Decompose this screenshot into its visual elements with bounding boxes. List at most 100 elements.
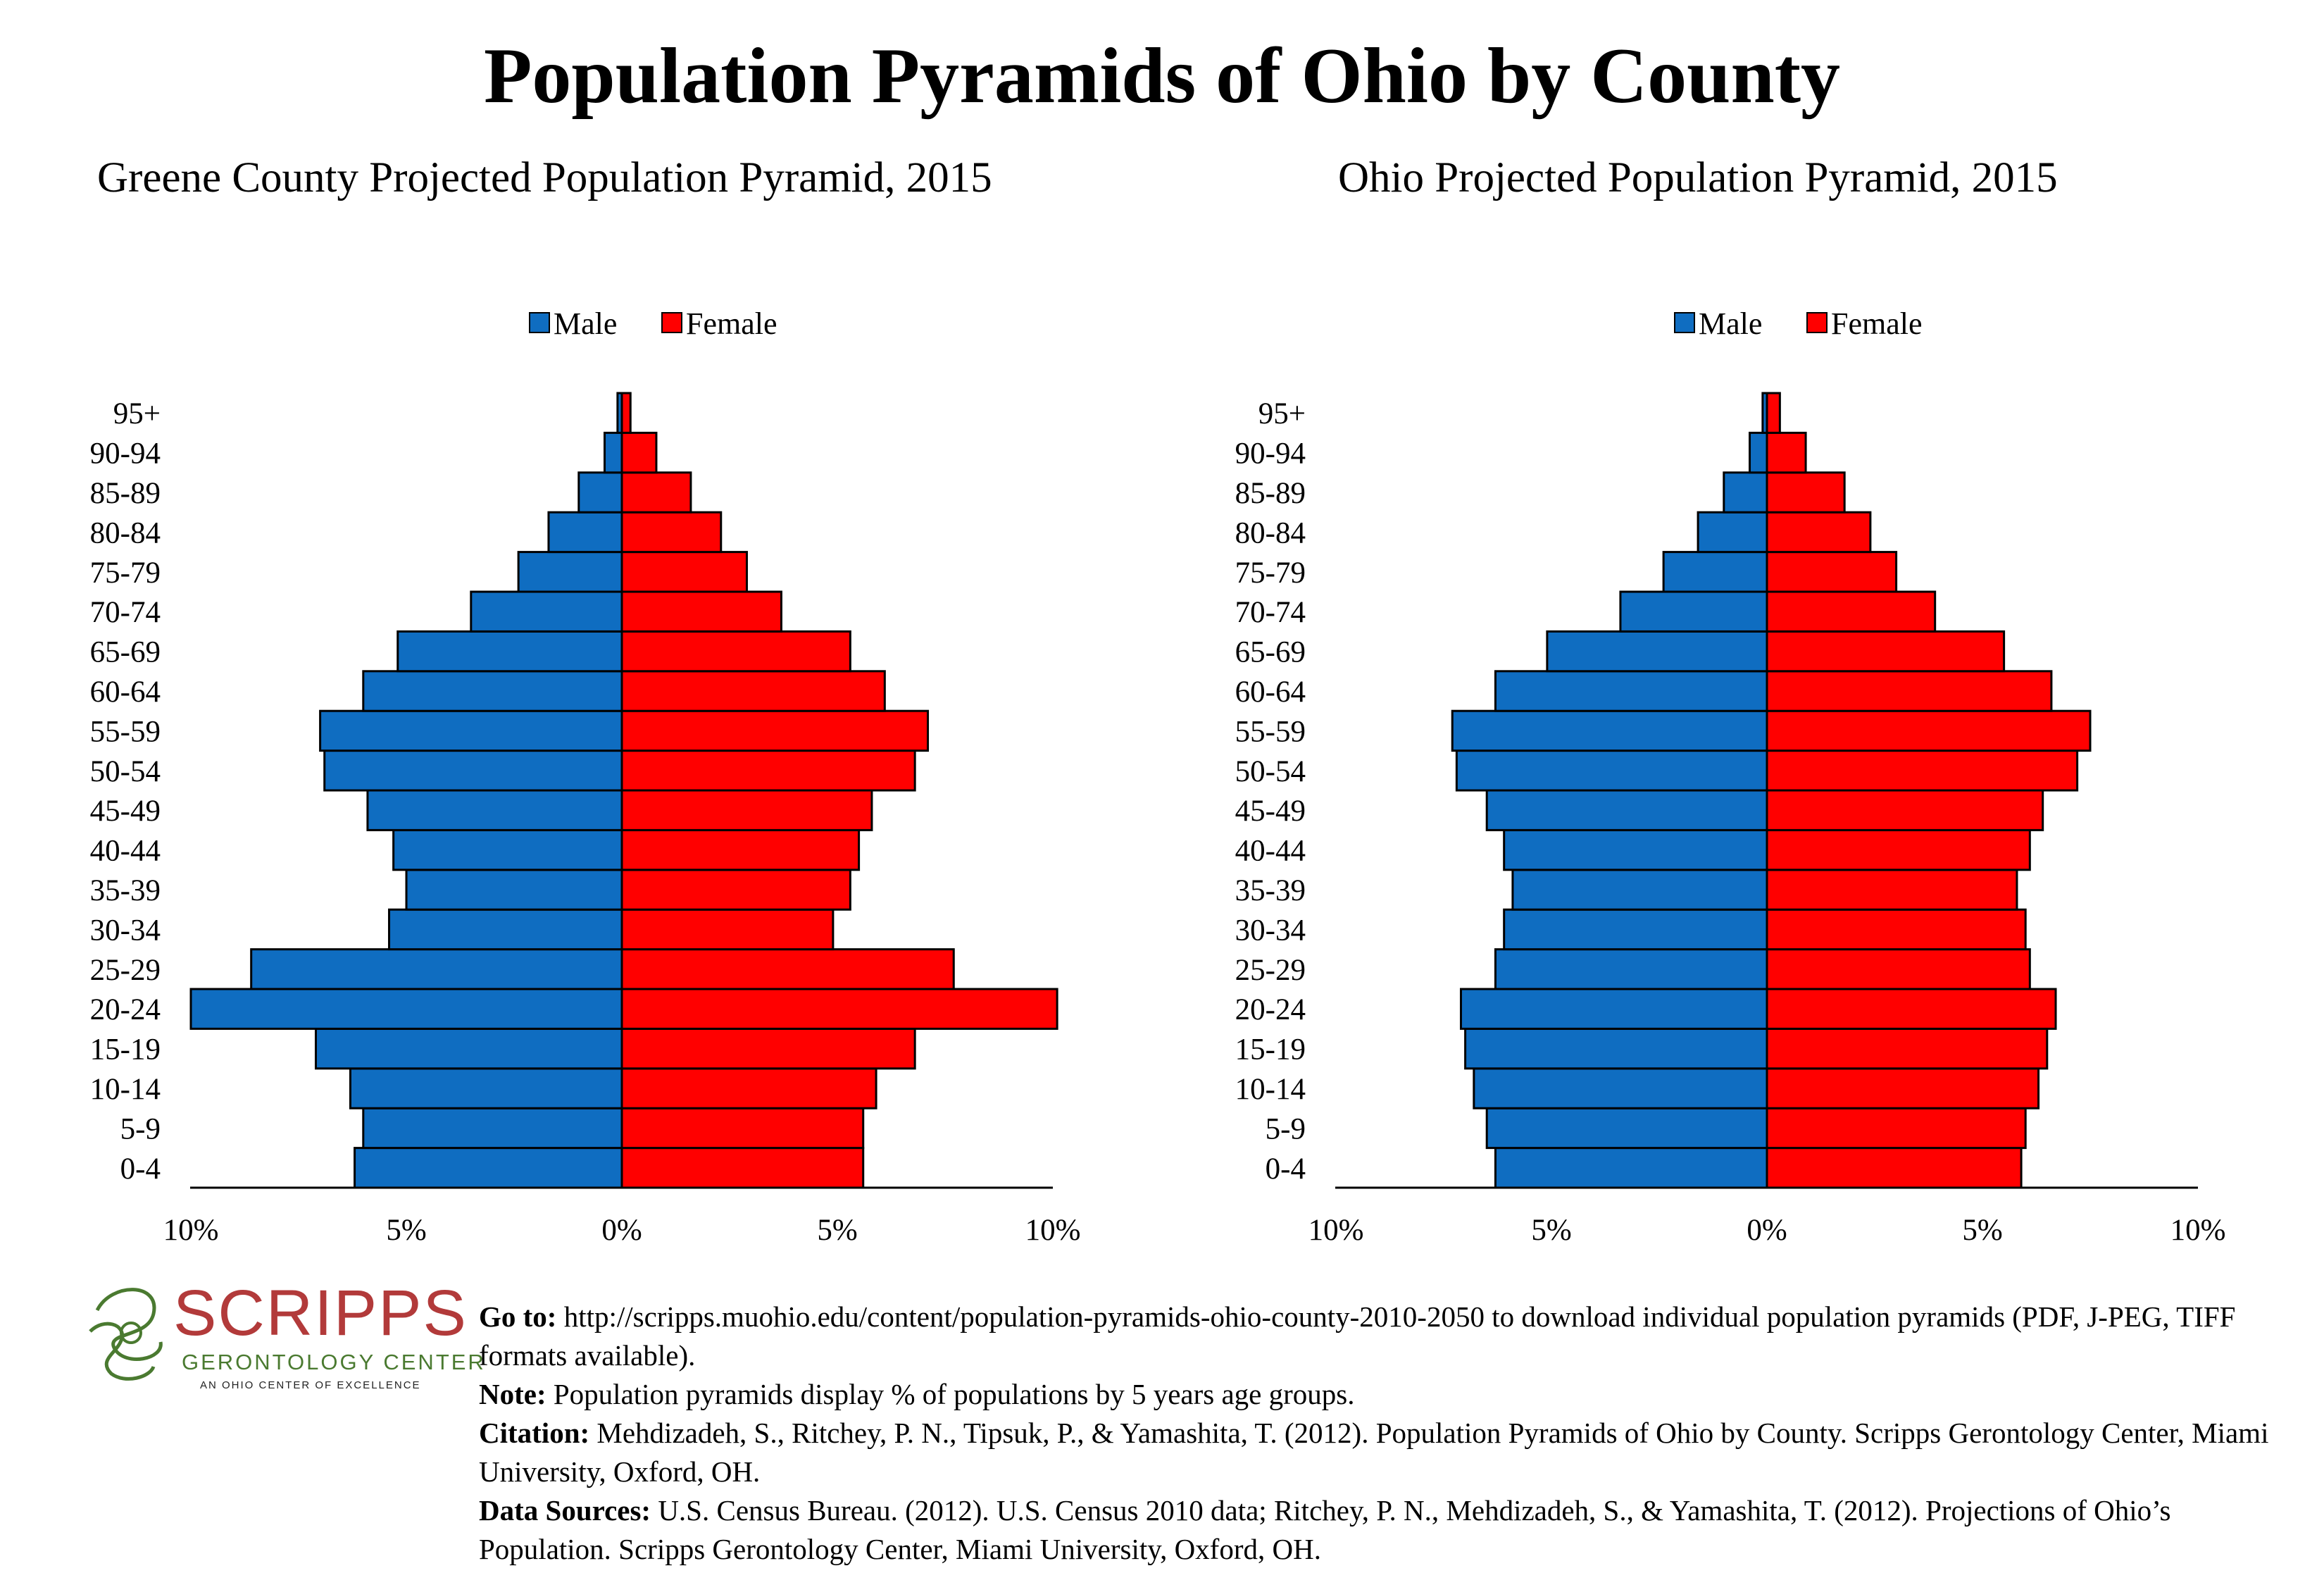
- greene-female-bar-80-84: [620, 511, 723, 554]
- greene-age-label: 0-4: [120, 1152, 161, 1186]
- ohio-legend-male-swatch: [1674, 312, 1695, 333]
- ohio-male-bar-5-9: [1485, 1107, 1768, 1150]
- ohio-male-bar-25-29: [1494, 948, 1768, 990]
- ohio-x-tick-label: 0%: [1747, 1214, 1787, 1247]
- greene-female-bar-45-49: [620, 789, 873, 831]
- greene-male-bar-70-74: [470, 590, 623, 633]
- ohio-female-bar-80-84: [1766, 511, 1872, 554]
- ohio-x-tick-label: 5%: [1531, 1214, 1571, 1247]
- greene-age-label: 80-84: [90, 516, 161, 549]
- ohio-male-bar-65-69: [1546, 630, 1768, 673]
- greene-legend-female-label: Female: [686, 306, 777, 341]
- ohio-female-bar-75-79: [1766, 551, 1898, 593]
- greene-x-tick-label: 5%: [386, 1214, 426, 1247]
- ohio-male-bar-20-24: [1459, 988, 1768, 1030]
- ohio-age-label: 60-64: [1235, 676, 1306, 709]
- greene-male-bar-45-49: [366, 789, 623, 831]
- ohio-age-label: 75-79: [1235, 557, 1306, 590]
- greene-female-bar-15-19: [620, 1027, 916, 1070]
- greene-age-label: 90-94: [90, 437, 161, 471]
- ohio-male-bar-10-14: [1473, 1067, 1768, 1110]
- ohio-x-tick-label: 5%: [1962, 1214, 2002, 1247]
- greene-male-bar-10-14: [349, 1067, 623, 1110]
- ohio-age-label: 55-59: [1235, 715, 1306, 748]
- ohio-male-bar-0-4: [1494, 1147, 1768, 1189]
- ohio-female-bar-5-9: [1766, 1107, 2027, 1150]
- ohio-age-label: 25-29: [1235, 954, 1306, 987]
- ohio-x-tick-label: 10%: [1308, 1214, 1364, 1247]
- greene-female-bar-50-54: [620, 750, 916, 792]
- ohio-x-tick-label: 10%: [2170, 1214, 2226, 1247]
- scripps-swirl-icon: [89, 1288, 163, 1381]
- ohio-female-bar-45-49: [1766, 789, 2044, 831]
- ohio-female-bar-15-19: [1766, 1027, 2049, 1070]
- greene-male-bar-30-34: [388, 908, 623, 951]
- greene-male-bar-65-69: [396, 630, 623, 673]
- ohio-age-label: 10-14: [1235, 1073, 1306, 1106]
- ohio-female-bar-55-59: [1766, 709, 2092, 752]
- ohio-age-label: 80-84: [1235, 516, 1306, 549]
- greene-female-bar-55-59: [620, 709, 930, 752]
- greene-female-bar-30-34: [620, 908, 835, 951]
- greene-male-bar-0-4: [354, 1147, 623, 1189]
- logo-subtitle: GERONTOLOGY CENTER: [182, 1350, 486, 1374]
- greene-female-bar-35-39: [620, 869, 851, 911]
- greene-female-bar-5-9: [620, 1107, 865, 1150]
- greene-age-label: 25-29: [90, 954, 161, 987]
- ohio-age-label: 20-24: [1235, 993, 1306, 1026]
- ohio-age-label: 90-94: [1235, 437, 1306, 471]
- greene-female-bar-65-69: [620, 630, 851, 673]
- ohio-male-bar-60-64: [1494, 670, 1768, 712]
- ohio-male-bar-35-39: [1511, 869, 1768, 911]
- ohio-age-label: 35-39: [1235, 874, 1306, 907]
- pyramid-chart-1: 0-4 5-9 10-14 15-19 20-24 25-29 30-34 35-39 40-4…: [1235, 306, 2226, 1247]
- greene-female-bar-90-94: [620, 431, 658, 474]
- ohio-female-bar-90-94: [1766, 431, 1807, 474]
- greene-male-bar-5-9: [362, 1107, 623, 1150]
- greene-female-bar-20-24: [620, 988, 1058, 1030]
- greene-male-bar-80-84: [547, 511, 623, 554]
- greene-male-bar-40-44: [392, 828, 623, 871]
- logo-name: SCRIPPS: [173, 1277, 468, 1349]
- greene-age-label: 40-44: [90, 835, 161, 868]
- greene-male-bar-60-64: [362, 670, 623, 712]
- greene-age-label: 65-69: [90, 636, 161, 669]
- ohio-male-bar-90-94: [1749, 431, 1768, 474]
- greene-x-tick-label: 10%: [163, 1214, 219, 1247]
- ohio-male-bar-55-59: [1451, 709, 1768, 752]
- ohio-legend-female-label: Female: [1831, 306, 1923, 341]
- footnote-sources: Data Sources: U.S. Census Bureau. (2012)…: [479, 1494, 2171, 1565]
- ohio-female-bar-85-89: [1766, 471, 1846, 514]
- greene-age-label: 20-24: [90, 993, 161, 1026]
- ohio-female-bar-10-14: [1766, 1067, 2040, 1110]
- greene-female-bar-40-44: [620, 828, 861, 871]
- greene-age-label: 35-39: [90, 874, 161, 907]
- ohio-male-bar-70-74: [1619, 590, 1768, 633]
- footnote-goto: Go to: http://scripps.muohio.edu/content…: [479, 1300, 2236, 1372]
- ohio-age-label: 15-19: [1235, 1033, 1306, 1067]
- greene-female-bar-0-4: [620, 1147, 865, 1189]
- ohio-legend-female-swatch: [1806, 312, 1828, 333]
- greene-female-bar-10-14: [620, 1067, 877, 1110]
- greene-age-label: 15-19: [90, 1033, 161, 1067]
- ohio-age-label: 95+: [1258, 397, 1306, 430]
- greene-male-bar-90-94: [604, 431, 623, 474]
- greene-age-label: 75-79: [90, 557, 161, 590]
- greene-female-bar-70-74: [620, 590, 782, 633]
- ohio-age-label: 0-4: [1266, 1152, 1306, 1186]
- greene-legend-female-swatch: [661, 312, 682, 333]
- ohio-female-bar-50-54: [1766, 750, 2079, 792]
- ohio-female-bar-40-44: [1766, 828, 2031, 871]
- ohio-male-bar-80-84: [1697, 511, 1768, 554]
- ohio-female-bar-65-69: [1766, 630, 2006, 673]
- greene-male-bar-85-89: [577, 471, 623, 514]
- greene-x-tick-label: 10%: [1025, 1214, 1081, 1247]
- greene-female-bar-25-29: [620, 948, 955, 990]
- greene-age-label: 85-89: [90, 477, 161, 510]
- footnote-note: Note: Population pyramids display % of p…: [479, 1378, 1355, 1410]
- ohio-male-bar-15-19: [1464, 1027, 1768, 1070]
- greene-legend-male-label: Male: [554, 306, 617, 341]
- ohio-female-bar-30-34: [1766, 908, 2027, 951]
- ohio-male-bar-45-49: [1485, 789, 1768, 831]
- page-title: Population Pyramids of Ohio by County: [483, 32, 1841, 120]
